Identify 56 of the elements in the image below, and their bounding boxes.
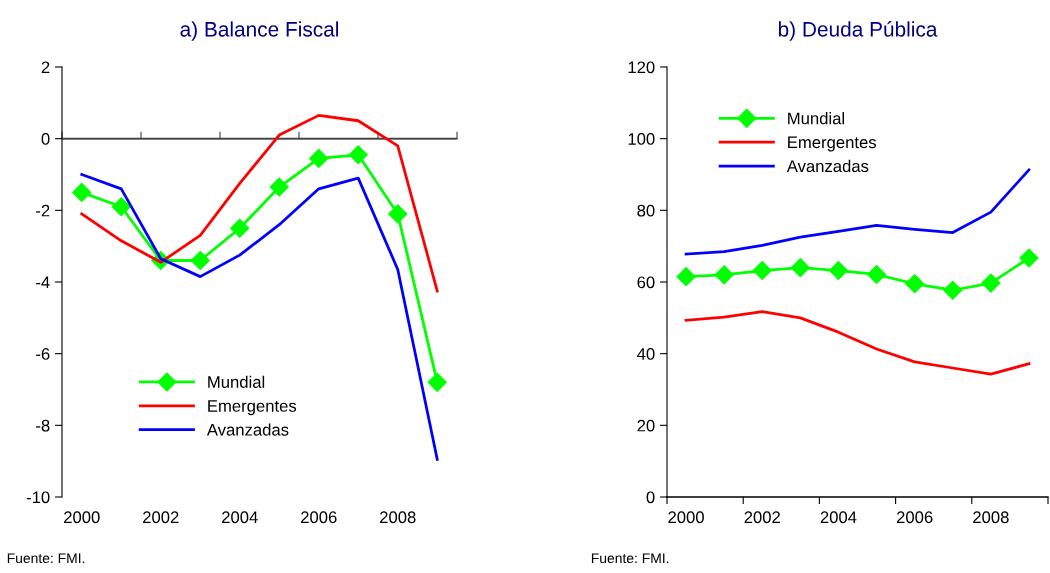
point (348, 145, 368, 165)
point (269, 177, 289, 197)
line-series (80, 173, 439, 461)
y-tick-label: -10 (26, 491, 50, 504)
x-tick-label: 2002 (744, 511, 780, 524)
legend-label: Emergentes (208, 400, 297, 416)
point (905, 274, 925, 294)
point (752, 260, 772, 281)
x-tick-label: 2000 (668, 511, 704, 524)
point (943, 280, 963, 300)
x-tick-label: 2004 (222, 511, 258, 524)
point (190, 250, 210, 271)
y-tick-label: 120 (628, 61, 655, 74)
point (790, 258, 810, 278)
point (1019, 248, 1039, 268)
source-note: Fuente: FMI. (591, 553, 669, 564)
point (72, 182, 92, 202)
y-tick-label: -8 (36, 419, 50, 432)
x-tick-label: 2000 (64, 511, 100, 524)
point (828, 260, 848, 281)
legend-label: Mundial (788, 112, 845, 125)
point (309, 148, 329, 168)
x-tick-label: 2002 (143, 511, 179, 524)
point (867, 264, 887, 285)
y-tick-label: 80 (637, 204, 655, 217)
line-series (684, 310, 1031, 376)
point (111, 197, 131, 217)
y-tick-label: -4 (36, 276, 50, 289)
legend-label: Mundial (208, 375, 265, 388)
point (714, 265, 734, 285)
y-tick-label: 100 (628, 133, 655, 145)
source-note: Fuente: FMI. (7, 553, 85, 564)
legend-label: Emergentes (788, 136, 877, 152)
y-tick-label: 0 (646, 491, 655, 504)
x-tick-label: 2006 (301, 511, 337, 524)
x-tick-label: 2004 (820, 511, 857, 524)
y-tick-label: 60 (637, 276, 655, 289)
legend-label: Avanzadas (786, 159, 869, 173)
chart-title: b) Deuda Pública (778, 21, 938, 41)
x-tick-label: 2008 (973, 511, 1009, 524)
y-tick-label: 2 (41, 61, 50, 74)
y-tick-label: -2 (36, 204, 50, 217)
x-tick-label: 2006 (896, 511, 933, 524)
y-tick-label: -6 (36, 348, 50, 360)
y-tick-label: 0 (41, 133, 50, 145)
point (981, 273, 1001, 293)
y-tick-label: 20 (637, 419, 655, 432)
point (676, 267, 696, 287)
point (388, 204, 408, 224)
line-series (80, 113, 439, 293)
y-tick-label: 40 (637, 348, 655, 360)
x-tick-label: 2008 (380, 511, 416, 524)
point (230, 218, 250, 238)
point (427, 372, 447, 392)
chart-title: a) Balance Fiscal (180, 21, 339, 41)
legend-label: Avanzadas (206, 423, 289, 436)
